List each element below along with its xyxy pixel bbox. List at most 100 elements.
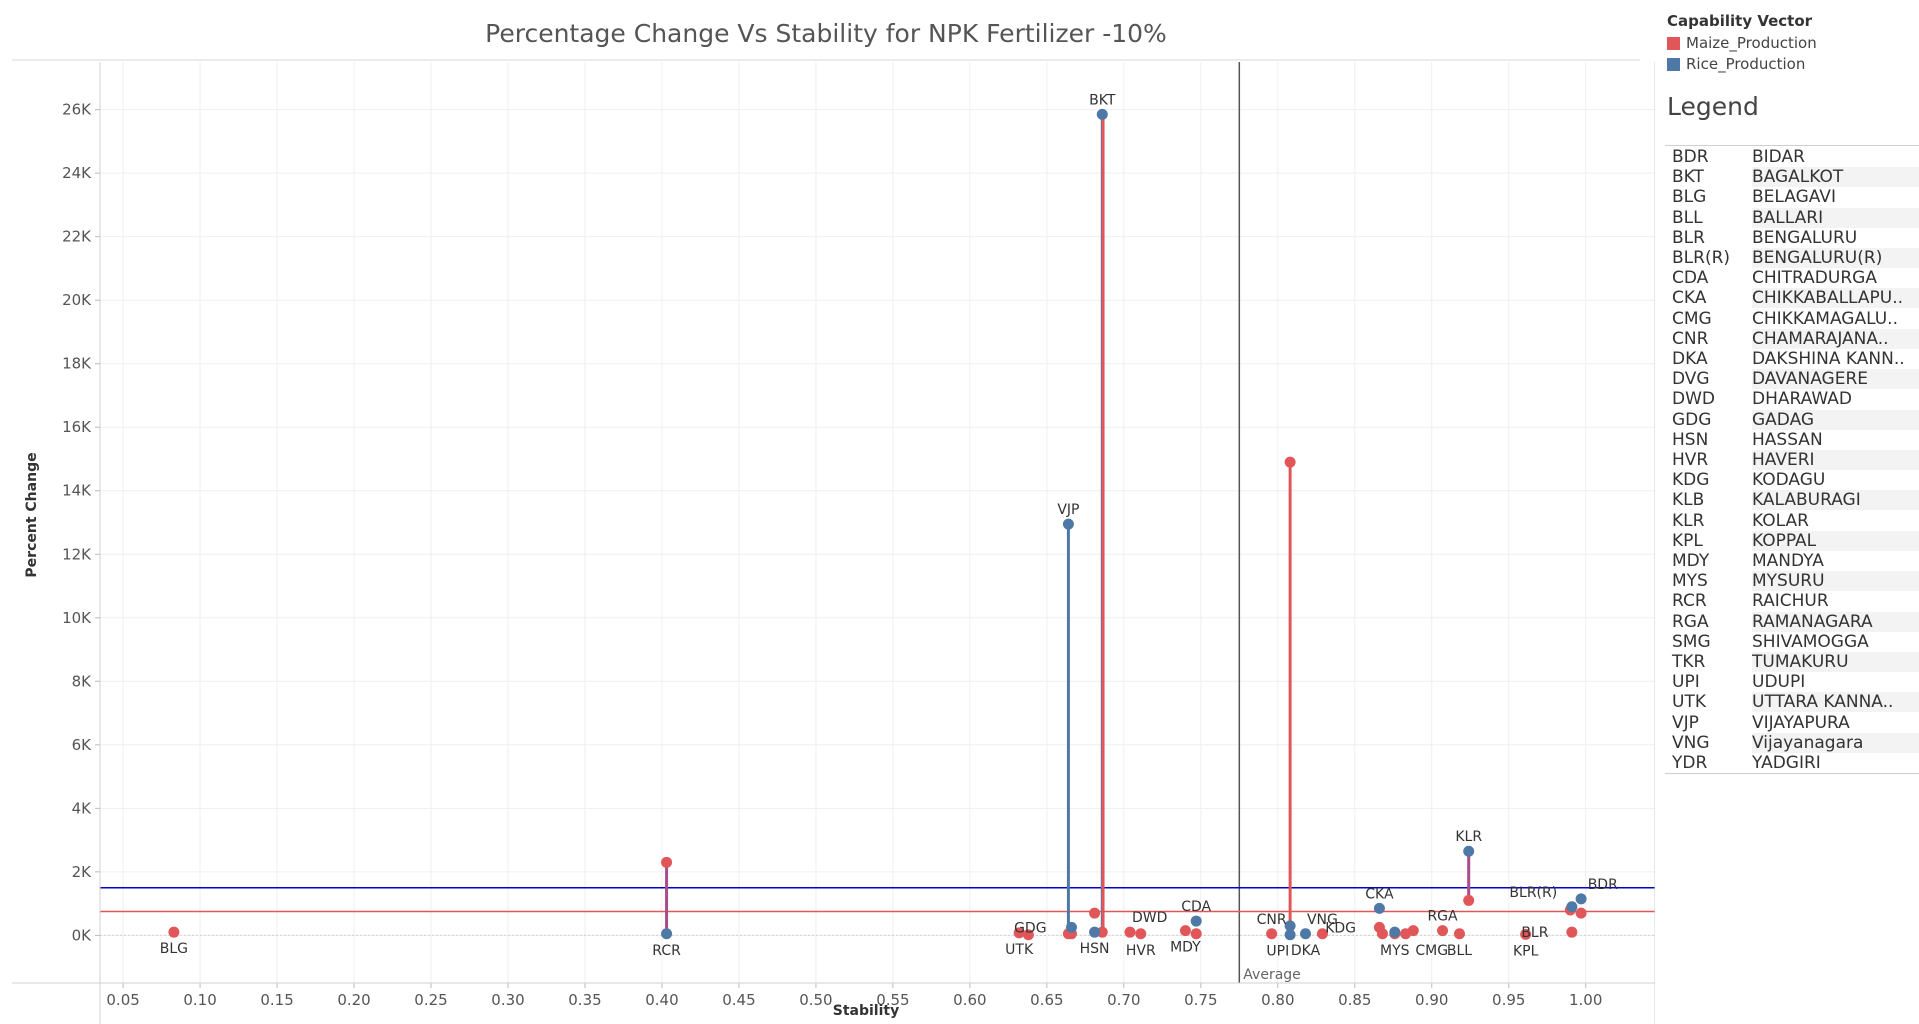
maize-point-blg (168, 926, 180, 938)
legend-row: SMG SHIVAMOGGA (1665, 632, 1919, 652)
legend-code: UTK (1672, 692, 1706, 713)
maize-point-upi (1284, 456, 1296, 468)
legend-district-name: CHIKKABALLAPU.. (1752, 288, 1919, 309)
y-tick-label: 8K (72, 672, 93, 690)
legend-district-name: GADAG (1752, 409, 1919, 430)
district-legend-heading: Legend (1667, 92, 1759, 121)
y-axis-title: Percent Change (24, 452, 40, 577)
legend-code: DVG (1672, 369, 1710, 390)
legend-district-name: UDUPI (1752, 672, 1806, 693)
rice-point-bdr (1575, 893, 1587, 905)
point-label: BLL (1447, 943, 1472, 959)
point-label: BLR (1521, 925, 1548, 941)
legend-item-rice[interactable]: Rice_Production (1667, 55, 1805, 73)
x-tick-label: 0.85 (1338, 991, 1371, 1009)
legend-code: KLR (1672, 510, 1705, 531)
legend-code: BLR(R) (1672, 248, 1731, 268)
x-tick-label: 0.35 (568, 991, 601, 1009)
point-label: CKA (1365, 886, 1394, 902)
legend-code: CDA (1672, 268, 1709, 289)
legend-row: CDA CHITRADURGA (1665, 268, 1919, 288)
rice-swatch (1667, 57, 1680, 71)
y-tick-label: 14K (62, 482, 92, 500)
legend-code: HSN (1672, 429, 1709, 450)
legend-code: BLG (1672, 187, 1707, 208)
legend-row: DKA DAKSHINA KANN.. (1665, 349, 1919, 369)
data-points (168, 108, 1587, 941)
legend-district-name: TUMAKURU (1752, 652, 1919, 672)
y-tick-label: 2K (72, 863, 93, 881)
legend-panel: Capability Vector Maize_Production Rice_… (1655, 0, 1919, 1024)
legend-code: VNG (1672, 732, 1710, 753)
rice-point-dka (1300, 928, 1312, 940)
legend-row: CNR CHAMARAJANA.. (1665, 328, 1919, 349)
y-tick-label: 16K (62, 418, 92, 436)
x-tick-label: 0.25 (414, 991, 447, 1009)
x-tick-label: 0.05 (106, 991, 139, 1009)
legend-district-name: BALLARI (1752, 207, 1919, 228)
point-label: VNG (1307, 912, 1338, 928)
legend-row: KLB KALABURAGI (1665, 490, 1919, 511)
point-label: CMG (1415, 943, 1448, 959)
legend-district-name: BELAGAVI (1752, 187, 1836, 208)
legend-district-name: HAVERI (1752, 450, 1919, 470)
legend-code: DWD (1672, 389, 1715, 410)
legend-code: GDG (1672, 409, 1712, 430)
point-label: GDG (1014, 920, 1046, 936)
legend-row: DWD DHARAWAD (1665, 389, 1919, 409)
maize-point-bll (1453, 928, 1465, 940)
legend-row: BLR(R) BENGALURU(R) (1665, 248, 1919, 268)
y-tick-label: 10K (62, 609, 92, 627)
legend-code: CNR (1672, 328, 1709, 349)
legend-district-name: UTTARA KANNA.. (1752, 692, 1919, 713)
x-tick-label: 0.10 (183, 991, 216, 1009)
legend-district-name: CHIKKAMAGALU.. (1752, 308, 1898, 329)
maize-point-klr (1463, 894, 1475, 906)
point-label: BKT (1089, 92, 1116, 108)
y-tick-label: 6K (72, 736, 93, 754)
legend-row: UTK UTTARA KANNA.. (1665, 692, 1919, 713)
legend-code: BDR (1672, 147, 1709, 167)
legend-district-name: KOPPAL (1752, 530, 1919, 551)
maize-point-blr (1566, 926, 1578, 938)
point-label: UPI (1266, 944, 1289, 960)
point-label: UTK (1005, 942, 1034, 958)
y-tick-label: 26K (62, 101, 92, 119)
legend-district-name: BAGALKOT (1752, 167, 1919, 188)
legend-code: YDR (1672, 753, 1708, 773)
legend-row: CKA CHIKKABALLAPU.. (1665, 288, 1919, 309)
legend-district-name: BIDAR (1752, 147, 1805, 167)
rice-point-cnr (1284, 920, 1296, 932)
legend-code: VJP (1672, 712, 1699, 733)
legend-row: KDG KODAGU (1665, 470, 1919, 490)
maize-point-bkt (1096, 926, 1108, 938)
legend-code: RGA (1672, 611, 1709, 632)
maize-point-rga (1437, 925, 1449, 937)
point-label: CNR (1257, 912, 1287, 928)
legend-district-name: YADGIRI (1752, 753, 1821, 773)
point-label: BLG (160, 941, 188, 957)
y-tick-label: 12K (62, 545, 92, 563)
point-label: BDR (1588, 877, 1618, 893)
x-tick-label: 0.90 (1415, 991, 1448, 1009)
legend-code: KDG (1672, 470, 1710, 491)
connector-lines (665, 114, 1471, 936)
legend-district-name: KALABURAGI (1752, 490, 1919, 511)
x-tick-label: 0.45 (722, 991, 755, 1009)
maize-point-kpl (1520, 928, 1532, 940)
legend-code: CKA (1672, 288, 1707, 309)
legend-code: MDY (1672, 551, 1710, 571)
legend-district-name: KOLAR (1752, 510, 1809, 531)
rice-point-bkt (1096, 108, 1108, 120)
legend-district-name: BENGALURU (1752, 227, 1858, 248)
legend-item-maize[interactable]: Maize_Production (1667, 34, 1817, 52)
legend-row: BLR BENGALURU (1665, 228, 1919, 248)
maize-point-hsn (1089, 907, 1101, 919)
maize-point-rcr (661, 856, 673, 868)
x-tick-label: 1.00 (1569, 991, 1602, 1009)
legend-district-name: DAVANAGERE (1752, 369, 1919, 390)
legend-row: BLL BALLARI (1665, 207, 1919, 228)
point-label: RGA (1427, 909, 1458, 925)
legend-row: VNG Vijayanagara (1665, 732, 1919, 753)
point-label: VJP (1057, 502, 1079, 518)
